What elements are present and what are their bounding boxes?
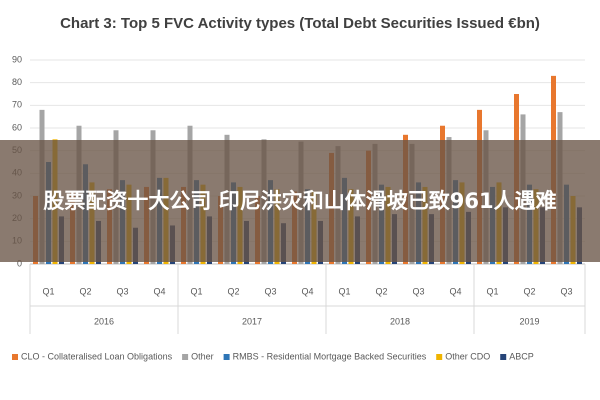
- legend-swatch: [436, 354, 443, 360]
- legend-swatch: [223, 354, 230, 360]
- x-tick-label: Q4: [449, 286, 461, 296]
- legend-label: Other: [191, 351, 214, 361]
- legend-label: ABCP: [509, 351, 534, 361]
- group-label: 2019: [519, 316, 539, 326]
- y-tick-label: 0: [17, 258, 22, 268]
- overlay-text: 股票配资十大公司 印尼洪灾和山体滑坡已致961人遇难: [43, 189, 557, 213]
- legend-label: CLO - Collateralised Loan Obligations: [21, 351, 173, 361]
- legend-swatch: [500, 354, 507, 360]
- chart-title: Chart 3: Top 5 FVC Activity types (Total…: [60, 15, 540, 32]
- y-tick-label: 80: [12, 77, 22, 87]
- legend-label: RMBS - Residential Mortgage Backed Secur…: [233, 351, 427, 361]
- x-tick-label: Q1: [338, 286, 350, 296]
- group-label: 2016: [94, 316, 114, 326]
- legend-swatch: [182, 354, 189, 360]
- x-tick-label: Q2: [79, 286, 91, 296]
- legend-label: Other CDO: [445, 351, 490, 361]
- x-tick-label: Q2: [375, 286, 387, 296]
- y-tick-label: 70: [12, 100, 22, 110]
- x-tick-label: Q4: [153, 286, 165, 296]
- x-tick-label: Q1: [42, 286, 54, 296]
- x-tick-label: Q3: [116, 286, 128, 296]
- group-label: 2018: [390, 316, 410, 326]
- group-label: 2017: [242, 316, 262, 326]
- x-tick-label: Q4: [301, 286, 313, 296]
- x-tick-label: Q1: [190, 286, 202, 296]
- x-tick-label: Q1: [486, 286, 498, 296]
- x-tick-label: Q2: [523, 286, 535, 296]
- legend-swatch: [12, 354, 18, 360]
- x-tick-label: Q2: [227, 286, 239, 296]
- y-tick-label: 60: [12, 122, 22, 132]
- x-tick-label: Q3: [560, 286, 572, 296]
- y-tick-label: 90: [12, 54, 22, 64]
- overlay-banner: 股票配资十大公司 印尼洪灾和山体滑坡已致961人遇难: [0, 140, 600, 262]
- x-tick-label: Q3: [412, 286, 424, 296]
- x-tick-label: Q3: [264, 286, 276, 296]
